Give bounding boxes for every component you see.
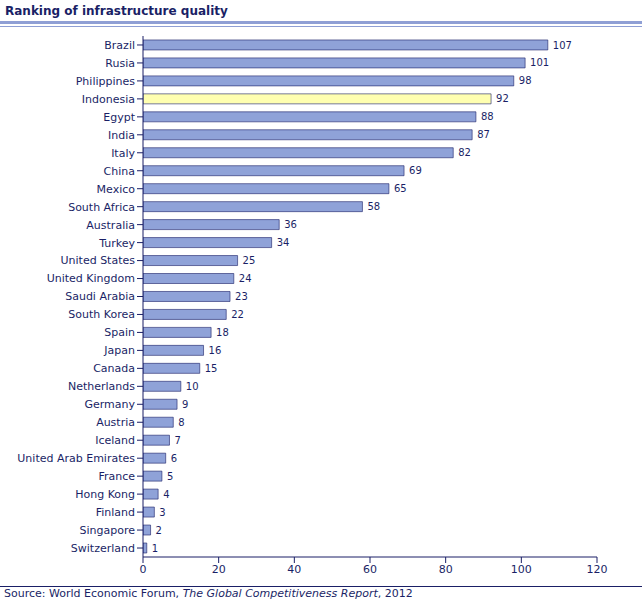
- svg-text:Spain: Spain: [104, 326, 135, 339]
- svg-text:Brazil: Brazil: [104, 39, 135, 52]
- svg-text:3: 3: [159, 507, 165, 518]
- svg-text:60: 60: [363, 563, 377, 576]
- svg-text:36: 36: [284, 219, 297, 230]
- svg-text:98: 98: [519, 75, 532, 86]
- svg-text:88: 88: [481, 111, 494, 122]
- svg-text:34: 34: [277, 237, 290, 248]
- svg-text:1: 1: [152, 543, 158, 554]
- svg-text:Indonesia: Indonesia: [82, 93, 135, 106]
- svg-text:23: 23: [235, 291, 248, 302]
- svg-text:South Korea: South Korea: [68, 308, 135, 321]
- html-text:Ranking of infrastructure qual: Ranking of infrastructure quality: [5, 4, 228, 18]
- svg-text:16: 16: [209, 345, 222, 356]
- html-text:Source: World Economic Forum,: Source: World Economic Forum, The Global…: [4, 587, 413, 600]
- svg-text:120: 120: [587, 563, 608, 576]
- svg-text:6: 6: [171, 453, 177, 464]
- svg-text:Hong Kong: Hong Kong: [75, 488, 135, 501]
- svg-text:Japan: Japan: [103, 344, 135, 357]
- svg-text:Austria: Austria: [96, 416, 135, 429]
- svg-text:18: 18: [216, 327, 229, 338]
- svg-text:Canada: Canada: [93, 362, 135, 375]
- svg-text:Turkey: Turkey: [98, 237, 135, 250]
- svg-text:2: 2: [156, 525, 162, 536]
- svg-text:South Africa: South Africa: [68, 201, 135, 214]
- svg-text:25: 25: [243, 255, 256, 266]
- svg-text:8: 8: [178, 417, 184, 428]
- svg-text:24: 24: [239, 273, 252, 284]
- svg-text:5: 5: [167, 471, 173, 482]
- svg-text:Egypt: Egypt: [103, 111, 135, 124]
- svg-text:100: 100: [511, 563, 532, 576]
- svg-text:United States: United States: [61, 254, 136, 267]
- svg-text:58: 58: [367, 201, 380, 212]
- svg-text:Iceland: Iceland: [95, 434, 135, 447]
- svg-text:United Arab Emirates: United Arab Emirates: [17, 452, 135, 465]
- svg-text:22: 22: [231, 309, 244, 320]
- svg-text:87: 87: [477, 129, 490, 140]
- svg-text:0: 0: [140, 563, 147, 576]
- svg-text:40: 40: [287, 563, 301, 576]
- svg-text:10: 10: [186, 381, 199, 392]
- svg-text:92: 92: [496, 93, 509, 104]
- svg-text:107: 107: [553, 40, 572, 51]
- svg-text:France: France: [98, 470, 135, 483]
- svg-text:Philippines: Philippines: [76, 75, 136, 88]
- svg-text:15: 15: [205, 363, 218, 374]
- svg-text:Netherlands: Netherlands: [68, 380, 135, 393]
- svg-text:United Kingdom: United Kingdom: [47, 272, 135, 285]
- svg-text:69: 69: [409, 165, 422, 176]
- svg-text:India: India: [108, 129, 135, 142]
- svg-text:Mexico: Mexico: [97, 183, 136, 196]
- svg-text:20: 20: [212, 563, 226, 576]
- svg-text:80: 80: [439, 563, 453, 576]
- svg-text:Rusia: Rusia: [105, 57, 135, 70]
- svg-text:Australia: Australia: [86, 219, 135, 232]
- svg-text:China: China: [104, 165, 135, 178]
- svg-text:Germany: Germany: [84, 398, 135, 411]
- svg-text:101: 101: [530, 57, 549, 68]
- svg-text:Italy: Italy: [111, 147, 135, 160]
- svg-text:82: 82: [458, 147, 471, 158]
- svg-text:Singapore: Singapore: [80, 524, 136, 537]
- svg-text:7: 7: [174, 435, 180, 446]
- svg-text:Finland: Finland: [96, 506, 135, 519]
- svg-text:Saudi Arabia: Saudi Arabia: [65, 290, 135, 303]
- svg-text:Switzerland: Switzerland: [71, 542, 135, 555]
- svg-text:9: 9: [182, 399, 188, 410]
- svg-text:4: 4: [163, 489, 169, 500]
- svg-text:65: 65: [394, 183, 407, 194]
